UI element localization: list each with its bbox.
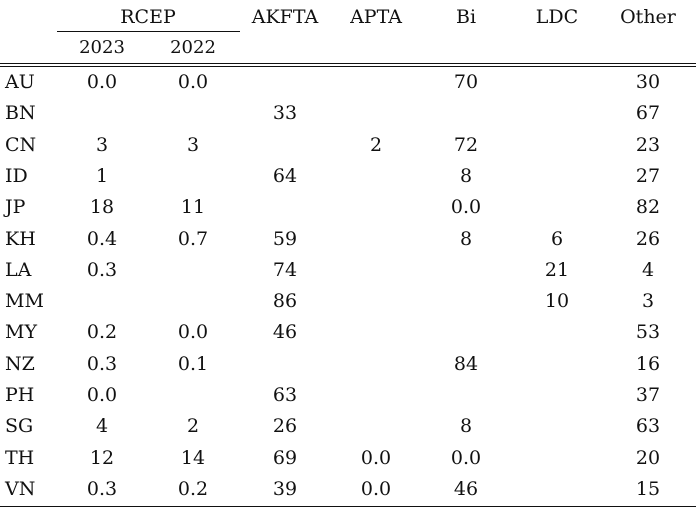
cell-r2023: 0.2 [86,321,118,343]
row-label: LA [5,259,32,281]
header-apta: APTA [350,6,402,28]
cell-akfta: 64 [272,165,298,187]
row-label: CN [5,134,37,156]
cell-other: 37 [635,384,661,406]
cell-other: 53 [635,321,661,343]
cell-r2023: 12 [89,447,115,469]
cell-r2023: 0.4 [86,228,118,250]
cell-r2022: 0.7 [177,228,209,250]
cell-bi: 0.0 [450,196,482,218]
cell-akfta: 59 [272,228,298,250]
cell-akfta: 74 [272,259,298,281]
cell-other: 63 [635,415,661,437]
cell-ldc: 10 [544,290,570,312]
cell-bi: 8 [459,228,473,250]
header-akfta: AKFTA [251,6,319,28]
cell-other: 20 [635,447,661,469]
cell-other: 82 [635,196,661,218]
cell-r2022: 11 [180,196,206,218]
row-label: AU [5,71,35,93]
row-label: KH [5,228,36,250]
header-2022: 2022 [170,37,216,58]
cell-other: 4 [641,259,655,281]
row-label: JP [5,196,26,218]
cell-other: 15 [635,478,661,500]
row-label: VN [5,478,36,500]
header-rule-bottom [0,66,696,67]
header-rcep: RCEP [120,6,176,28]
cell-r2022: 0.0 [177,71,209,93]
cell-bi: 8 [459,415,473,437]
cell-r2023: 0.0 [86,71,118,93]
row-label: NZ [5,353,35,375]
cell-r2022: 2 [186,415,200,437]
row-label: TH [5,447,35,469]
cell-other: 23 [635,134,661,156]
row-label: PH [5,384,35,406]
cell-bi: 46 [453,478,479,500]
header-ldc: LDC [535,6,579,28]
row-label: ID [5,165,28,187]
cell-r2022: 0.1 [177,353,209,375]
cell-r2022: 14 [180,447,206,469]
cell-other: 16 [635,353,661,375]
cell-akfta: 26 [272,415,298,437]
cell-ldc: 6 [550,228,564,250]
cell-r2023: 1 [95,165,109,187]
cell-r2023: 0.0 [86,384,118,406]
cell-akfta: 46 [272,321,298,343]
row-label: MM [5,290,44,312]
cell-apta: 0.0 [360,478,392,500]
cell-bi: 0.0 [450,447,482,469]
cell-other: 30 [635,71,661,93]
cell-r2023: 18 [89,196,115,218]
header-bi: Bi [455,6,477,28]
cell-r2022: 3 [186,134,200,156]
cell-r2022: 0.0 [177,321,209,343]
cell-ldc: 21 [544,259,570,281]
cell-r2023: 4 [95,415,109,437]
cell-r2023: 0.3 [86,478,118,500]
cell-other: 67 [635,102,661,124]
cell-bi: 84 [453,353,479,375]
cell-akfta: 33 [272,102,298,124]
cell-apta: 0.0 [360,447,392,469]
row-label: SG [5,415,34,437]
header-rule-top [0,63,696,64]
cell-akfta: 39 [272,478,298,500]
cell-akfta: 86 [272,290,298,312]
cell-akfta: 63 [272,384,298,406]
cell-bi: 8 [459,165,473,187]
bottom-rule [0,506,696,507]
cell-r2023: 0.3 [86,259,118,281]
cell-bi: 70 [453,71,479,93]
row-label: BN [5,102,36,124]
cell-r2023: 3 [95,134,109,156]
cell-other: 3 [641,290,655,312]
cell-r2022: 0.2 [177,478,209,500]
cell-akfta: 69 [272,447,298,469]
rcep-underline [57,31,240,32]
header-other: Other [620,6,676,28]
cell-r2023: 0.3 [86,353,118,375]
cell-bi: 72 [453,134,479,156]
cell-other: 26 [635,228,661,250]
row-label: MY [5,321,37,343]
header-2023: 2023 [79,37,125,58]
cell-other: 27 [635,165,661,187]
cell-apta: 2 [369,134,383,156]
